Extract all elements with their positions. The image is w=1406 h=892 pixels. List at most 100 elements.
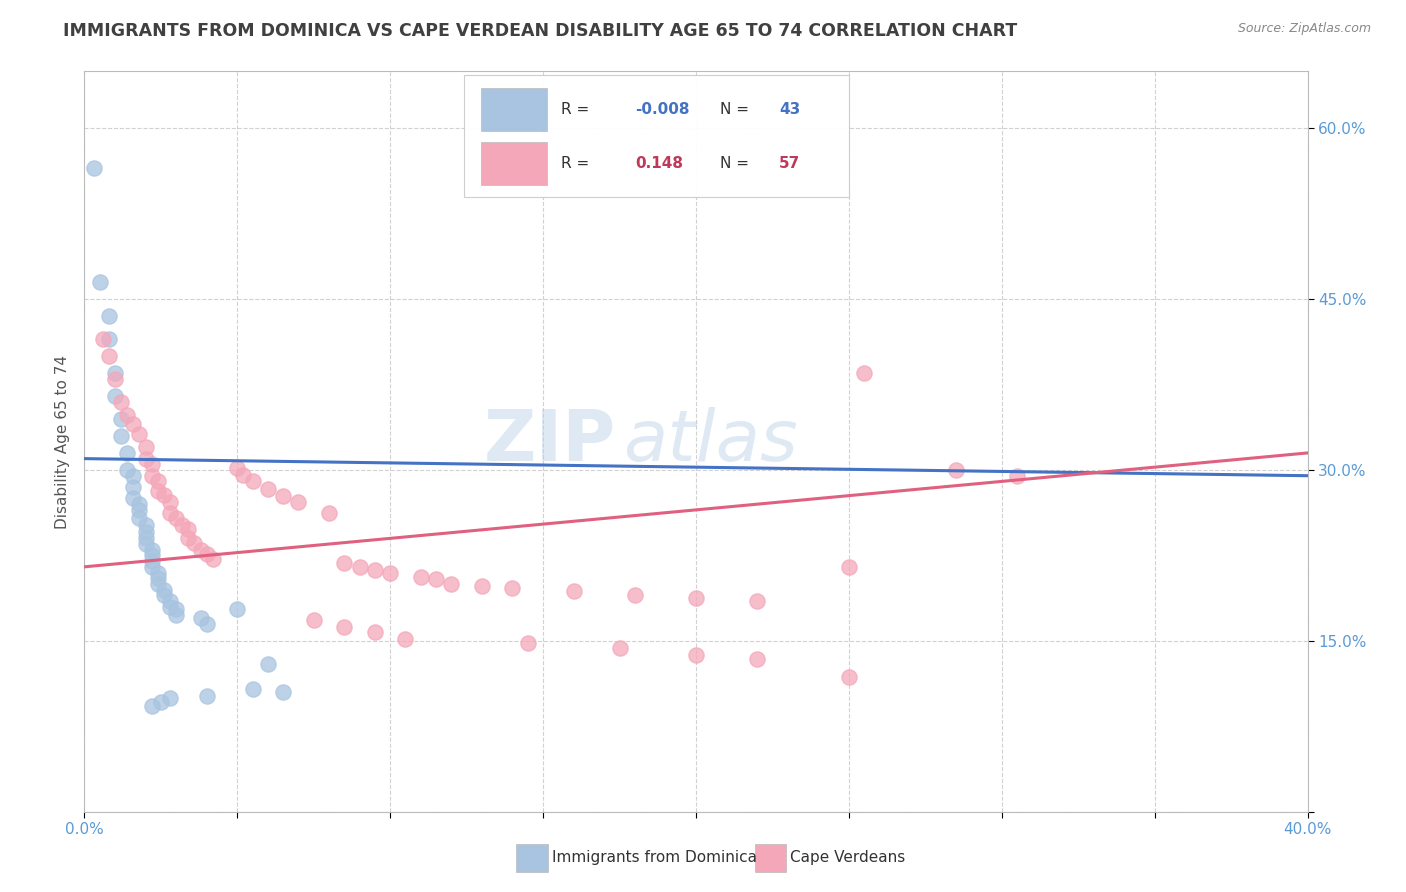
Point <box>104 372 127 386</box>
Point <box>685 648 707 662</box>
Point <box>380 566 402 580</box>
Point <box>122 468 145 483</box>
Text: R =: R = <box>561 156 589 170</box>
FancyBboxPatch shape <box>755 844 786 872</box>
Point <box>141 542 163 557</box>
Point <box>242 475 264 489</box>
Point <box>146 571 169 585</box>
Point <box>128 503 150 517</box>
Point <box>287 495 309 509</box>
Point <box>502 582 524 596</box>
Point <box>128 426 150 441</box>
Point <box>232 467 254 482</box>
FancyBboxPatch shape <box>481 142 547 185</box>
FancyBboxPatch shape <box>481 87 547 130</box>
Point <box>97 332 120 346</box>
Point <box>440 577 463 591</box>
Point <box>190 542 212 557</box>
Point <box>271 489 294 503</box>
Point <box>146 566 169 580</box>
Point <box>141 559 163 574</box>
Point <box>1005 468 1028 483</box>
Point <box>177 532 200 546</box>
Point <box>135 537 157 551</box>
Point <box>333 620 356 634</box>
Point <box>183 536 205 550</box>
Point <box>838 559 860 574</box>
Point <box>271 685 294 699</box>
Point <box>141 549 163 563</box>
Point <box>115 409 138 423</box>
Text: Immigrants from Dominica: Immigrants from Dominica <box>551 850 756 865</box>
Point <box>349 559 371 574</box>
Point <box>153 488 176 502</box>
Text: Cape Verdeans: Cape Verdeans <box>790 850 905 865</box>
Point <box>122 491 145 506</box>
Point <box>318 506 340 520</box>
Point <box>141 698 163 713</box>
Text: R =: R = <box>561 102 589 117</box>
Point <box>609 640 631 655</box>
Point <box>122 480 145 494</box>
Point <box>165 511 187 525</box>
Point <box>159 690 181 705</box>
Point <box>516 636 538 650</box>
Point <box>141 554 163 568</box>
Point <box>149 695 172 709</box>
Point <box>159 506 181 520</box>
Point <box>135 451 157 466</box>
Point <box>141 458 163 472</box>
Point <box>853 366 876 380</box>
Point <box>104 366 127 380</box>
Text: 43: 43 <box>779 102 800 117</box>
Text: IMMIGRANTS FROM DOMINICA VS CAPE VERDEAN DISABILITY AGE 65 TO 74 CORRELATION CHA: IMMIGRANTS FROM DOMINICA VS CAPE VERDEAN… <box>63 22 1018 40</box>
Point <box>190 611 212 625</box>
Point <box>159 495 181 509</box>
Point <box>195 616 218 631</box>
Point <box>624 588 647 602</box>
Text: ZIP: ZIP <box>484 407 616 476</box>
Point <box>135 440 157 454</box>
Point <box>747 652 769 666</box>
Point <box>135 517 157 532</box>
Point <box>115 463 138 477</box>
Point <box>115 446 138 460</box>
Y-axis label: Disability Age 65 to 74: Disability Age 65 to 74 <box>55 354 70 529</box>
Text: 57: 57 <box>779 156 800 170</box>
FancyBboxPatch shape <box>464 75 849 197</box>
Point <box>226 602 249 616</box>
Point <box>153 582 176 597</box>
Point <box>89 275 111 289</box>
Point <box>165 607 187 622</box>
Point <box>747 594 769 608</box>
Text: N =: N = <box>720 156 749 170</box>
Text: Source: ZipAtlas.com: Source: ZipAtlas.com <box>1237 22 1371 36</box>
Point <box>97 310 120 324</box>
Point <box>165 602 187 616</box>
Point <box>302 613 325 627</box>
Point <box>195 689 218 703</box>
FancyBboxPatch shape <box>516 844 548 872</box>
Point <box>394 632 416 646</box>
Point <box>242 681 264 696</box>
Point <box>172 517 194 532</box>
Point <box>159 594 181 608</box>
Point <box>177 522 200 536</box>
Point <box>135 532 157 546</box>
Point <box>135 524 157 539</box>
Point <box>97 349 120 363</box>
Point <box>110 394 132 409</box>
Point <box>110 429 132 443</box>
Point <box>104 389 127 403</box>
Text: 0.148: 0.148 <box>636 156 683 170</box>
Point <box>146 475 169 489</box>
Point <box>159 599 181 614</box>
Text: atlas: atlas <box>623 407 797 476</box>
Point <box>91 332 114 346</box>
Point <box>364 563 387 577</box>
Text: N =: N = <box>720 102 749 117</box>
Point <box>195 547 218 561</box>
Point <box>128 511 150 525</box>
Point <box>128 497 150 511</box>
Point <box>226 460 249 475</box>
